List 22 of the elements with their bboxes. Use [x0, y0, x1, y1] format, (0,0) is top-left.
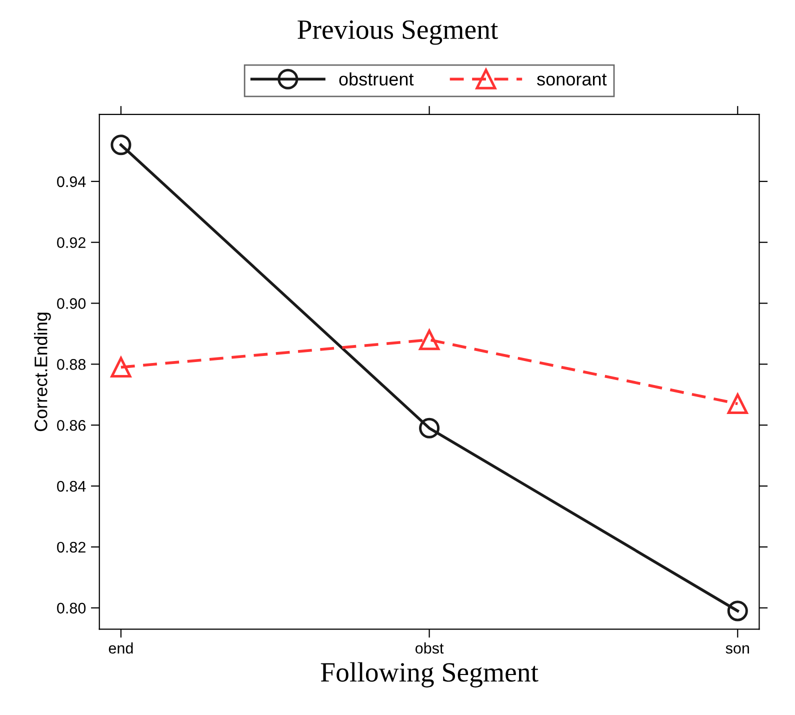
legend-label: obstruent [339, 72, 414, 86]
y-tick-label: 0.86 [57, 420, 86, 431]
legend-label: sonorant [537, 74, 607, 86]
point [727, 600, 748, 622]
y-tick-label: 0.94 [57, 176, 86, 188]
point [727, 394, 748, 414]
y-tick-label: 0.92 [57, 237, 86, 248]
y-tick-label: 0.82 [57, 542, 86, 553]
y-tick-label: 0.80 [57, 602, 86, 614]
x-tick-label: obst [416, 642, 444, 654]
x-tick-label: son [726, 645, 749, 654]
x-tick-label: end [108, 642, 133, 654]
point [110, 356, 132, 378]
legend-title: Previous Segment [298, 20, 498, 45]
point [419, 330, 440, 350]
point [110, 134, 132, 156]
x-axis-title: Following Segment [320, 662, 538, 688]
y-tick-label: 0.88 [57, 359, 86, 370]
y-tick-label: 0.90 [57, 298, 86, 309]
y-tick-label: 0.84 [57, 480, 86, 492]
point [419, 418, 440, 438]
y-axis-title: Correct.Ending [34, 312, 51, 432]
